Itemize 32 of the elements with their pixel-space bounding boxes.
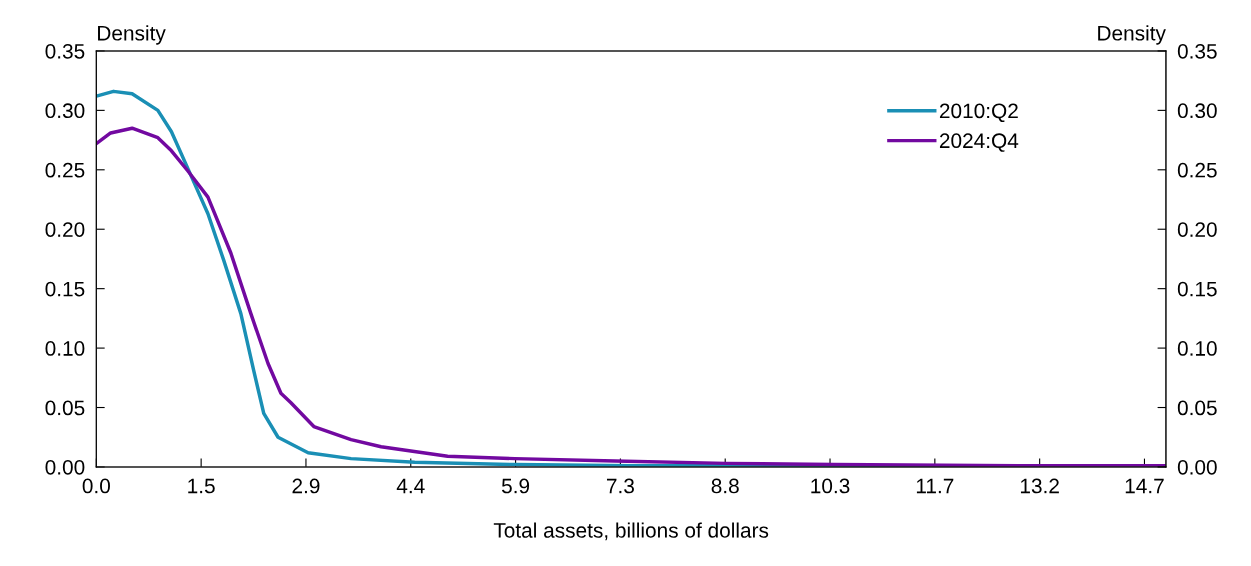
y-axis-title: Density	[98, 25, 166, 45]
x-tick-label: 0.0	[82, 478, 110, 494]
y2-tick-label: 0.25	[1177, 162, 1217, 178]
y2-axis-title: Density	[1098, 25, 1166, 45]
y2-tick-label: 0.15	[1177, 281, 1217, 297]
y-tick-label: 0.25	[45, 162, 85, 178]
x-tick-label: 8.8	[711, 478, 739, 494]
y-tick-label: 0.35	[45, 43, 85, 59]
y2-tick-label: 0.10	[1177, 341, 1217, 356]
x-tick-label: 11.7	[916, 478, 954, 494]
y-tick-label: 0.05	[45, 400, 85, 416]
x-tick-label: 5.9	[501, 478, 530, 494]
y2-tick-label: 0.20	[1177, 222, 1217, 237]
y-tick-label: 0.00	[45, 459, 85, 475]
y-tick-label: 0.20	[45, 222, 85, 237]
x-tick-label: 1.5	[188, 478, 215, 494]
legend-label: 2024:Q4	[939, 133, 1019, 152]
x-tick-label: 13.2	[1020, 478, 1059, 494]
x-tick-label: 10.3	[811, 478, 850, 494]
x-tick-label: 4.4	[396, 478, 425, 494]
y-tick-label: 0.30	[45, 103, 85, 119]
x-tick-label: 14.7	[1125, 478, 1164, 494]
y2-tick-label: 0.00	[1177, 459, 1217, 475]
y-tick-label: 0.10	[45, 341, 85, 356]
x-tick-label: 2.9	[292, 478, 320, 494]
y2-tick-label: 0.30	[1177, 103, 1217, 119]
x-axis-title: Total assets, billions of dollars	[493, 522, 769, 541]
y-tick-label: 0.15	[45, 281, 85, 297]
y2-tick-label: 0.35	[1177, 43, 1217, 59]
y2-tick-label: 0.05	[1177, 400, 1217, 416]
legend-label: 2010:Q2	[939, 103, 1018, 122]
x-tick-label: 7.3	[606, 478, 634, 494]
